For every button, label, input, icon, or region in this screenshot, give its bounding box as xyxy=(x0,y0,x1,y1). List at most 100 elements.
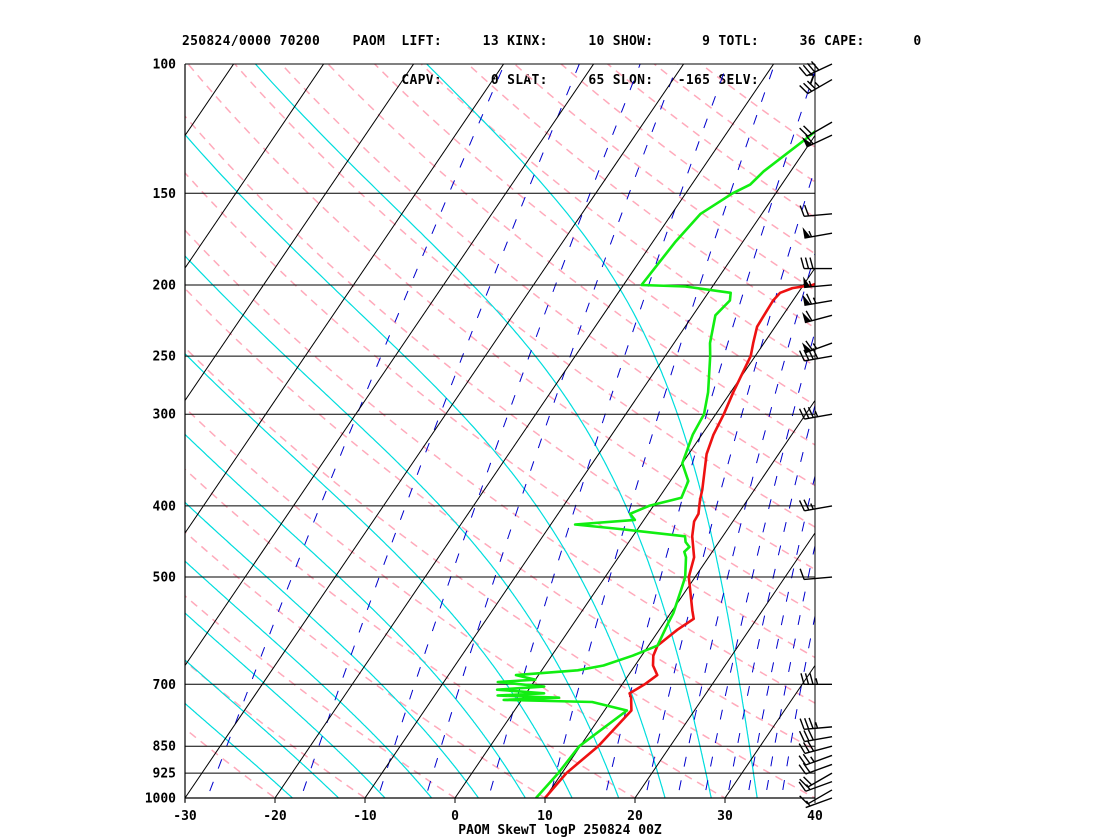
isotherm xyxy=(0,48,155,814)
barb-full xyxy=(798,730,806,742)
dry-adiabat xyxy=(187,64,815,571)
isotherm xyxy=(634,532,815,798)
barb-pennant xyxy=(802,227,811,239)
dry-adiabat xyxy=(233,64,815,528)
dry-adiabat xyxy=(185,530,547,798)
isotherm xyxy=(185,64,415,402)
wind-barb xyxy=(802,310,833,324)
barb-shaft xyxy=(807,78,833,95)
isotherm xyxy=(274,64,775,798)
barb-shaft xyxy=(804,355,833,362)
barb-shaft xyxy=(807,789,833,805)
temperature-axis: -30 -20 -10 0 10 20 30 40 xyxy=(173,798,823,824)
barb-full xyxy=(798,408,806,420)
barb-shaft xyxy=(807,121,833,137)
dry-adiabat xyxy=(280,64,815,487)
barb-full xyxy=(800,257,805,269)
temperature-tick-label: -10 xyxy=(353,809,377,824)
wind-barb xyxy=(798,60,833,77)
isotherm xyxy=(814,797,815,798)
barb-shaft xyxy=(804,576,833,581)
barb-shaft xyxy=(805,342,833,354)
isotherm xyxy=(724,664,815,798)
barb-full xyxy=(810,60,820,71)
wind-barb xyxy=(799,789,833,805)
barb-full xyxy=(805,340,814,351)
barb-full xyxy=(803,499,810,511)
mixing-ratio-line xyxy=(644,166,815,798)
barb-half xyxy=(808,280,812,287)
barb-half xyxy=(812,343,818,350)
wind-barb xyxy=(798,740,833,755)
barb-full xyxy=(799,568,805,580)
wind-barb xyxy=(798,762,833,775)
mixing-ratio-line xyxy=(604,69,815,798)
wind-barb xyxy=(801,134,833,148)
dry-adiabat xyxy=(185,594,457,798)
dry-adiabat xyxy=(420,64,815,368)
barb-half xyxy=(814,722,819,729)
pressure-tick-label: 150 xyxy=(153,187,177,202)
barb-full xyxy=(809,257,814,269)
mixing-ratio-line xyxy=(703,329,815,798)
temperature-tick-label: 10 xyxy=(537,809,553,824)
barb-full xyxy=(802,753,811,764)
barb-full xyxy=(808,717,814,729)
barb-full xyxy=(798,66,808,77)
pressure-tick-label: 925 xyxy=(153,767,176,782)
mixing-ratio-line xyxy=(300,64,580,798)
barb-pennant xyxy=(802,311,812,323)
wind-barb xyxy=(799,772,833,788)
barb-full xyxy=(807,729,814,741)
barb-full xyxy=(803,82,813,92)
wind-barb xyxy=(799,78,833,95)
barb-shaft xyxy=(807,772,833,788)
pressure-tick-label: 850 xyxy=(153,740,177,755)
sounding-header: 250824/0000 70200 PAOM LIFT: 13 KINX: 10… xyxy=(182,9,922,100)
mixing-ratio-line xyxy=(549,64,776,798)
dewpoint-profile xyxy=(495,129,815,798)
barb-full xyxy=(807,406,814,418)
temperature-tick-label: 30 xyxy=(717,809,733,824)
moist-adiabat xyxy=(185,433,527,798)
barb-full xyxy=(799,85,809,95)
background-lines xyxy=(0,48,815,814)
barb-full xyxy=(800,673,805,685)
barb-full xyxy=(806,293,813,305)
barb-full xyxy=(804,257,810,269)
barb-half xyxy=(810,503,814,510)
barb-full xyxy=(802,742,810,753)
pressure-tick-label: 100 xyxy=(153,58,177,73)
temperature-tick-label: 20 xyxy=(627,809,643,824)
barb-half xyxy=(808,230,813,238)
mixing-ratio-line xyxy=(746,473,815,798)
dry-adiabat xyxy=(699,64,815,148)
moist-adiabat xyxy=(426,64,758,798)
barb-full xyxy=(799,778,809,788)
barb-full xyxy=(802,64,812,75)
dry-adiabat xyxy=(373,64,815,406)
barb-full xyxy=(803,407,810,419)
dry-adiabat xyxy=(606,64,815,219)
pressure-tick-label: 500 xyxy=(153,571,177,586)
mixing-ratio-line xyxy=(780,613,815,798)
wind-barb xyxy=(799,121,833,137)
isotherm xyxy=(185,64,505,534)
barb-full xyxy=(805,310,813,322)
barb-full xyxy=(798,500,806,512)
dry-adiabat xyxy=(559,64,815,255)
sounding-profiles xyxy=(495,129,815,798)
barb-shaft xyxy=(805,797,833,809)
moist-adiabat xyxy=(185,702,294,798)
barb-pennant xyxy=(802,294,811,306)
chart-title: PAOM SkewT logP 250824 00Z xyxy=(458,823,662,838)
barb-full xyxy=(803,204,810,217)
barb-full xyxy=(798,350,806,362)
barb-pennant xyxy=(801,342,812,353)
barb-full xyxy=(799,205,805,217)
isotherm xyxy=(544,399,815,798)
pressure-tick-label: 400 xyxy=(153,499,177,514)
pressure-tick-label: 250 xyxy=(153,350,177,365)
barb-full xyxy=(799,127,809,137)
dry-adiabat xyxy=(185,229,815,704)
